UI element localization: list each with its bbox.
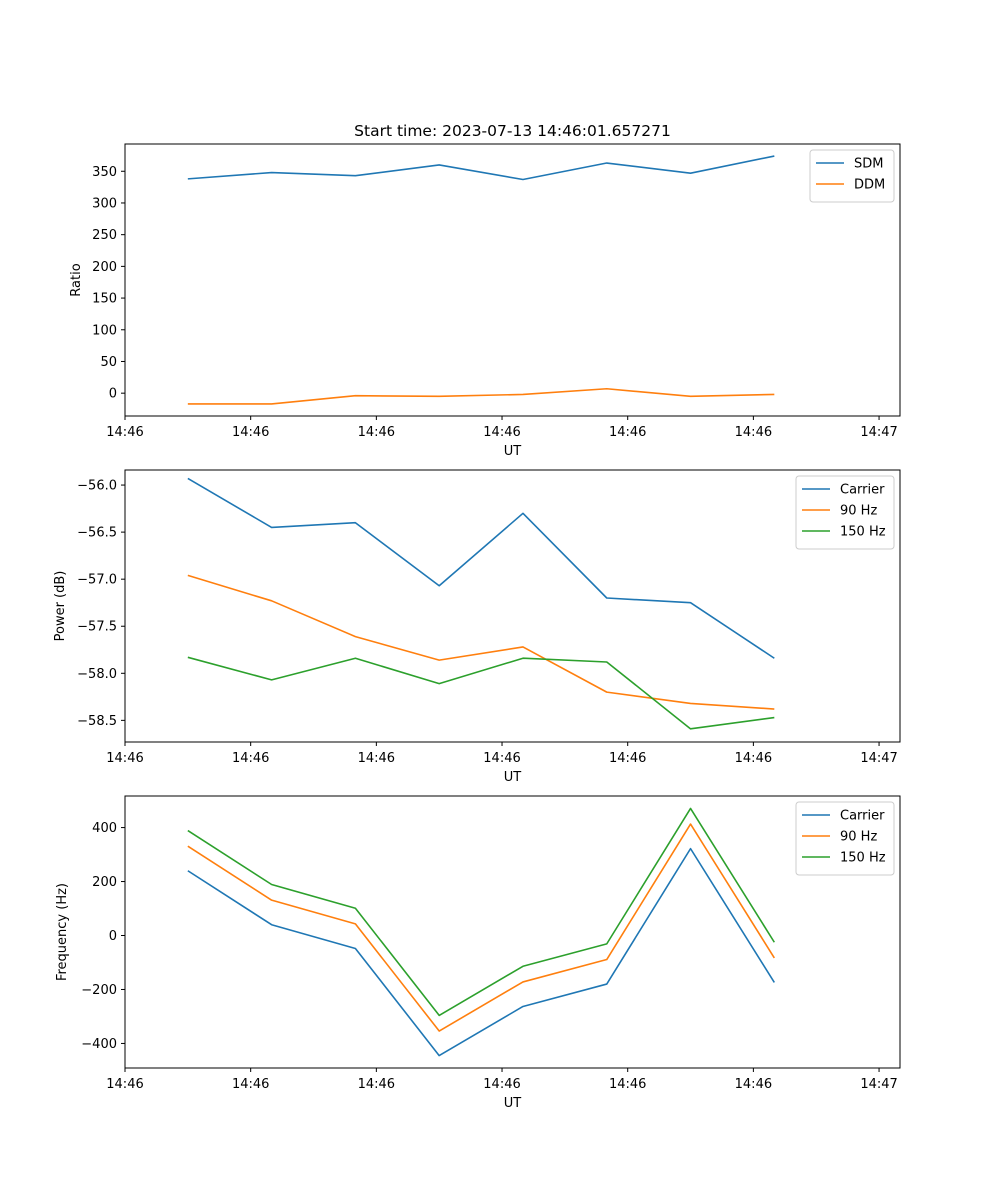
y-tick-label: −56.0 [77,479,117,494]
y-axis-label: Ratio [69,263,84,296]
legend-label-150-hz: 150 Hz [840,851,886,866]
y-tick-label: −58.0 [77,667,117,682]
90-hz-series-line [187,823,776,1032]
y-tick-label: −200 [81,983,117,998]
axes-frame [124,469,901,743]
legend-label-carrier: Carrier [840,483,885,498]
x-tick-label: 14:46 [483,751,520,766]
x-tick-label: 14:47 [860,1077,897,1092]
x-axis-label: UT [504,770,522,785]
x-axis-label: UT [504,1096,522,1111]
y-tick-label: 0 [109,929,117,944]
150-hz-series-line [187,807,776,1017]
x-tick-label: 14:46 [358,751,395,766]
y-tick-label: −57.5 [77,620,117,635]
y-tick-label: 250 [92,228,117,243]
x-tick-label: 14:46 [735,425,772,440]
x-tick-label: 14:46 [106,425,143,440]
x-tick-label: 14:46 [232,425,269,440]
legend-label-carrier: Carrier [840,809,885,824]
y-tick-label: 50 [100,355,117,370]
x-tick-label: 14:46 [609,425,646,440]
x-tick-label: 14:46 [483,1077,520,1092]
legend-label-sdm: SDM [854,157,883,172]
figure-title: Start time: 2023-07-13 14:46:01.657271 [354,122,671,140]
90-hz-series-line [187,574,775,710]
x-tick-label: 14:46 [609,1077,646,1092]
y-tick-label: 350 [92,165,117,180]
x-tick-label: 14:46 [358,1077,395,1092]
y-tick-label: 0 [109,387,117,402]
x-tick-label: 14:46 [735,1077,772,1092]
x-tick-label: 14:46 [232,751,269,766]
x-tick-label: 14:46 [483,425,520,440]
y-tick-label: −57.0 [77,573,117,588]
sdm-series-line [187,155,775,181]
legend-label-150-hz: 150 Hz [840,525,886,540]
ddm-series-line [187,387,775,405]
frequency-subplot: 14:46 14:46 14:46 14:46 14:46 14:46 14:47 −400 −… [55,795,901,1111]
y-tick-label: 200 [92,260,117,275]
y-tick-label: −56.5 [77,526,117,541]
carrier-series-line [187,847,776,1057]
legend-label-ddm: DDM [854,178,885,193]
y-axis-label: Frequency (Hz) [55,883,70,981]
axes-frame [124,795,901,1069]
y-tick-label: −58.5 [77,714,117,729]
x-tick-label: 14:46 [106,1077,143,1092]
legend-label-90-hz: 90 Hz [840,830,877,845]
x-axis-label: UT [504,444,522,459]
y-tick-label: 200 [92,875,117,890]
x-tick-label: 14:47 [860,425,897,440]
carrier-series-line [187,477,775,659]
y-tick-label: −400 [81,1037,117,1052]
150-hz-series-line [187,656,775,730]
x-tick-label: 14:46 [106,751,143,766]
legend-label-90-hz: 90 Hz [840,504,877,519]
power-subplot: 14:46 14:46 14:46 14:46 14:46 14:46 14:47 −58.5… [53,469,901,785]
y-axis-label: Power (dB) [53,571,68,642]
x-tick-label: 14:47 [860,751,897,766]
axes-frame [124,143,901,417]
ratio-subplot: 14:46 14:46 14:46 14:46 14:46 14:46 14:47 0 50 10… [69,143,901,459]
y-tick-label: 100 [92,323,117,338]
x-tick-label: 14:46 [232,1077,269,1092]
y-tick-label: 400 [92,821,117,836]
y-tick-label: 150 [92,292,117,307]
y-tick-label: 300 [92,196,117,211]
x-tick-label: 14:46 [735,751,772,766]
x-tick-label: 14:46 [358,425,395,440]
x-tick-label: 14:46 [609,751,646,766]
